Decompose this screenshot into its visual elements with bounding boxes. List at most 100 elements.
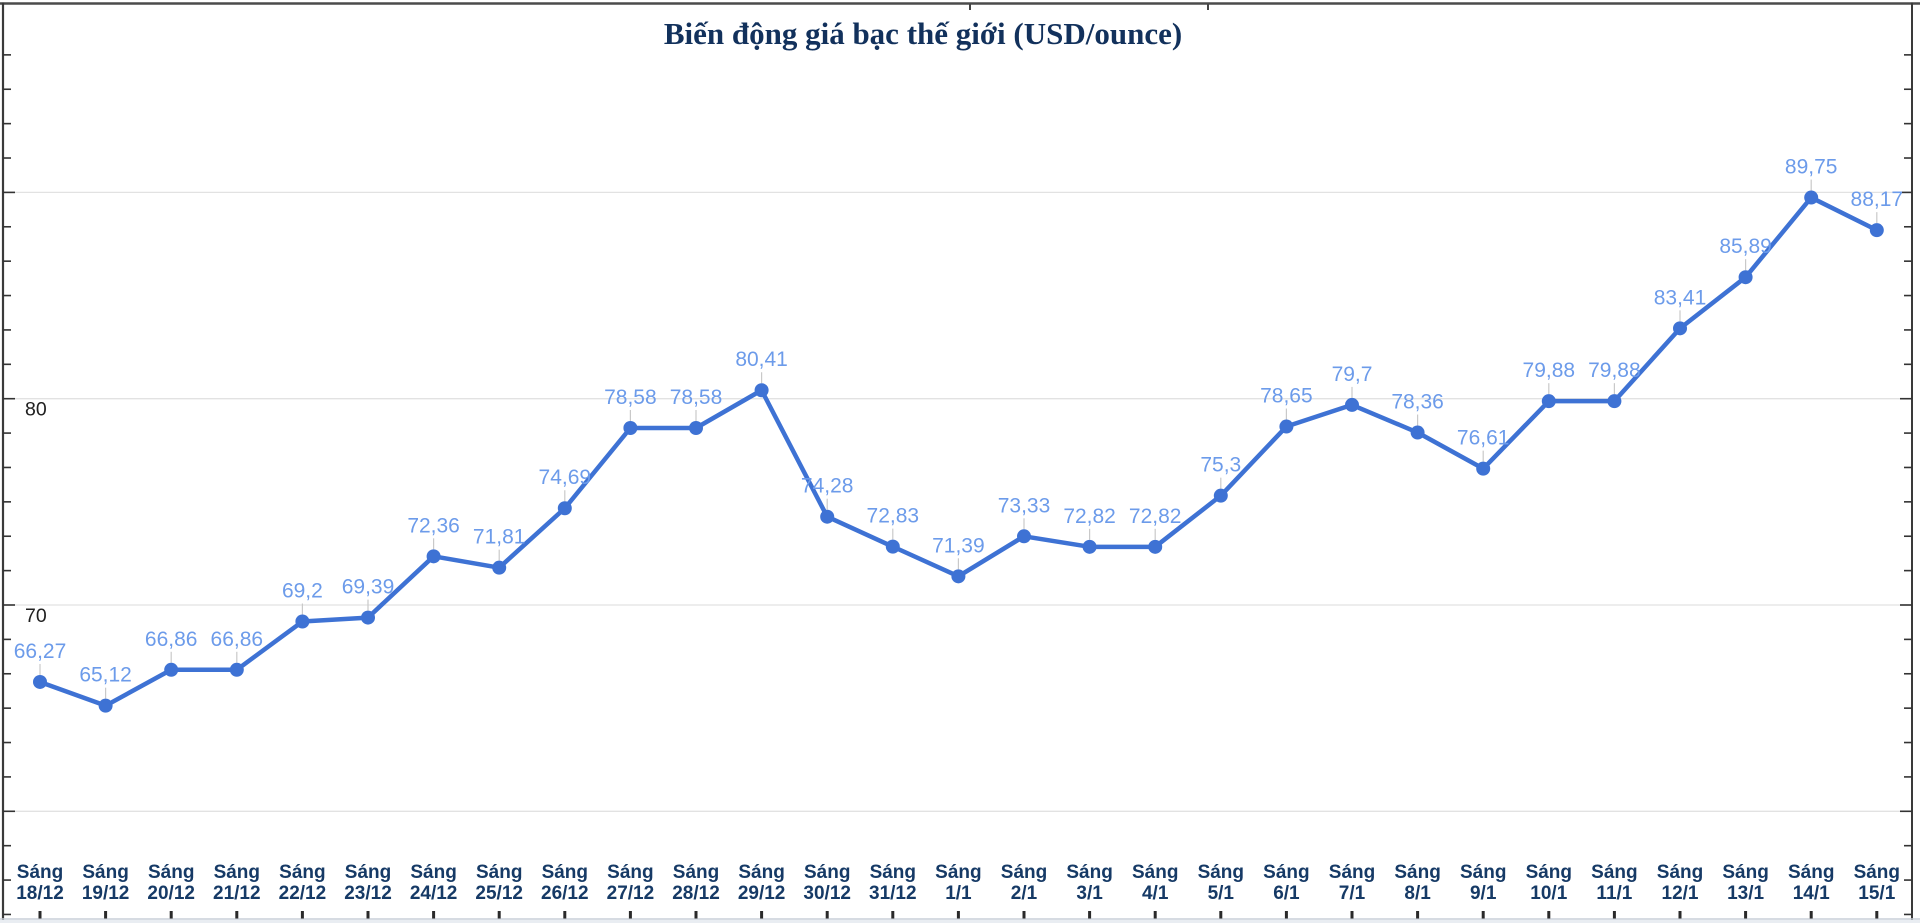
data-point [1804, 190, 1819, 205]
data-point [1476, 461, 1491, 476]
data-point [361, 610, 375, 625]
data-point [33, 674, 47, 689]
data-point-label: 83,41 [1654, 286, 1707, 309]
y-axis-labels: 80 70 [25, 399, 47, 627]
data-point-label: 85,89 [1719, 235, 1772, 258]
x-axis-label: Sáng [17, 862, 63, 883]
x-axis-label: Sáng [1263, 862, 1309, 883]
x-axis-label: 8/1 [1404, 883, 1431, 904]
data-point-label: 69,2 [282, 580, 323, 603]
x-axis-label: Sáng [214, 862, 260, 883]
data-point [623, 420, 638, 435]
x-axis-label: 21/12 [213, 883, 261, 904]
x-axis-label: 5/1 [1208, 883, 1235, 904]
x-axis-label: 12/1 [1662, 883, 1699, 904]
x-axis-label: Sáng [804, 862, 850, 883]
data-point-label: 78,36 [1391, 391, 1444, 414]
data-point-label: 79,7 [1332, 363, 1373, 386]
data-point [951, 569, 966, 584]
x-axis-label: 3/1 [1076, 883, 1103, 904]
x-axis-label: 10/1 [1530, 883, 1567, 904]
x-axis-label: 4/1 [1142, 883, 1169, 904]
data-point [1017, 529, 1031, 544]
data-point-label: 66,27 [14, 640, 67, 663]
data-point [1082, 539, 1097, 554]
data-point-label: 79,88 [1523, 359, 1576, 382]
data-point-label: 69,39 [342, 576, 395, 599]
x-axis-label: Sáng [82, 862, 128, 883]
x-axis-label: 22/12 [279, 883, 327, 904]
data-point-label: 78,58 [670, 386, 723, 409]
x-axis-label: 7/1 [1339, 883, 1366, 904]
label-leader-lines [39, 179, 1878, 699]
data-point-label: 66,86 [211, 628, 264, 651]
x-axis-label: Sáng [1591, 862, 1637, 883]
data-point-label: 71,81 [473, 526, 526, 549]
x-axis-label: Sáng [870, 862, 916, 883]
y-axis-label: 70 [25, 605, 47, 627]
data-point [557, 501, 572, 516]
data-point-label: 72,83 [867, 505, 920, 528]
data-point [229, 662, 244, 677]
x-axis-label: Sáng [607, 862, 653, 883]
x-axis-label: 9/1 [1470, 883, 1497, 904]
x-axis-label: 11/1 [1596, 883, 1632, 904]
x-axis-label: 23/12 [344, 883, 392, 904]
data-point [426, 549, 441, 564]
data-point [1410, 425, 1425, 440]
x-axis-label: Sáng [1329, 862, 1375, 883]
y-axis-label: 80 [25, 399, 47, 421]
bottom-strip [0, 920, 1920, 923]
x-axis-label: Sáng [279, 862, 325, 883]
x-axis-label: Sáng [1066, 862, 1112, 883]
x-axis-label: Sáng [1788, 862, 1834, 883]
data-point [754, 383, 769, 398]
x-axis-label: 31/12 [869, 883, 917, 904]
x-axis-label: 2/1 [1011, 883, 1038, 904]
gridlines [4, 191, 1911, 812]
data-point-label: 78,58 [604, 386, 657, 409]
data-point-label: 79,88 [1588, 359, 1641, 382]
data-points [33, 190, 1884, 713]
data-point [820, 509, 835, 524]
x-axis-label: Sáng [148, 862, 194, 883]
data-point [1213, 488, 1228, 503]
x-axis-label: Sáng [345, 862, 391, 883]
x-axis-label: Sáng [542, 862, 588, 883]
data-point-label: 65,12 [79, 664, 132, 687]
x-axis-label: 25/12 [475, 883, 523, 904]
x-axis-label: 14/1 [1793, 883, 1830, 904]
data-point-label: 76,61 [1457, 427, 1510, 450]
x-axis-label: Sáng [1001, 862, 1047, 883]
x-axis-label: Sáng [1526, 862, 1572, 883]
data-point-label: 72,36 [407, 514, 460, 537]
data-point-labels: 66,27 65,12 66,86 66,86 69,2 69,39 72,36 71,81 7… [14, 156, 1903, 687]
x-axis-label: Sáng [1198, 862, 1244, 883]
data-point-label: 72,82 [1063, 505, 1116, 528]
x-axis-label: Sáng [1132, 862, 1178, 883]
x-axis-label: 29/12 [738, 883, 786, 904]
data-point-label: 78,65 [1260, 385, 1313, 408]
x-axis-label: Sáng [1722, 862, 1768, 883]
data-point [1607, 394, 1622, 409]
x-axis-label: 27/12 [607, 883, 655, 904]
x-axis-label: Sáng [738, 862, 784, 883]
data-point [492, 560, 507, 575]
data-point [295, 614, 310, 629]
data-point [164, 662, 179, 677]
y-axis-ticks [3, 54, 1912, 916]
x-axis-label: Sáng [476, 862, 522, 883]
x-axis-label: 24/12 [410, 883, 458, 904]
data-point [1673, 321, 1687, 336]
x-axis-label: 20/12 [147, 883, 195, 904]
data-point-label: 88,17 [1851, 188, 1904, 211]
x-axis-label: 18/12 [16, 883, 64, 904]
x-axis-label: Sáng [1394, 862, 1440, 883]
data-point [689, 420, 703, 435]
data-point-label: 71,39 [932, 534, 985, 557]
x-axis-label: Sáng [1657, 862, 1703, 883]
x-axis-label: Sáng [935, 862, 981, 883]
x-axis-label: Sáng [1854, 862, 1900, 883]
